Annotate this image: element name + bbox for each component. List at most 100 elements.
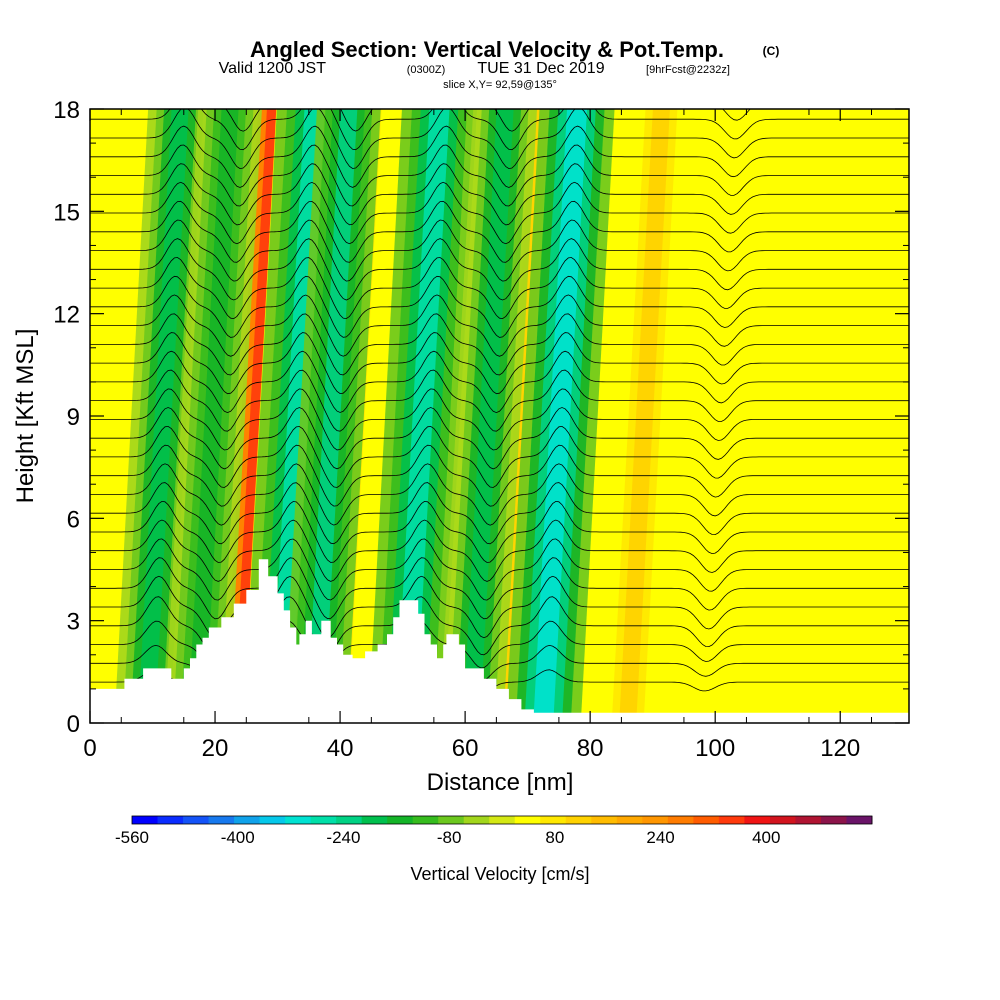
x-axis: 0 20 40 60 80 100 120 bbox=[83, 109, 872, 762]
potential-temperature-contours bbox=[90, 109, 909, 695]
colorbar-tick-label: 80 bbox=[545, 828, 564, 847]
valid-date-label: TUE 31 Dec 2019 bbox=[477, 60, 604, 77]
x-axis-label: Distance [nm] bbox=[427, 769, 574, 796]
colorbar-swatch bbox=[795, 816, 822, 824]
x-tick-label: 120 bbox=[820, 735, 860, 762]
colorbar-swatch bbox=[769, 816, 796, 824]
y-tick-label: 12 bbox=[53, 302, 80, 329]
theta-contour bbox=[90, 313, 909, 376]
x-tick-label: 80 bbox=[577, 735, 604, 762]
colorbar-swatch bbox=[259, 816, 286, 824]
colorbar-swatch bbox=[642, 816, 669, 824]
colorbar-swatch bbox=[667, 816, 694, 824]
theta-contour bbox=[90, 109, 909, 151]
theta-contour bbox=[90, 294, 909, 357]
theta-contour bbox=[90, 482, 909, 545]
colorbar-swatch bbox=[718, 816, 745, 824]
theta-contour bbox=[90, 238, 909, 301]
theta-contour bbox=[90, 181, 909, 245]
colorbar-swatch bbox=[591, 816, 618, 824]
colorbar-swatch bbox=[183, 816, 210, 824]
y-tick-label: 6 bbox=[67, 506, 80, 533]
colorbar-swatch bbox=[157, 816, 184, 824]
colorbar-swatch bbox=[361, 816, 388, 824]
y-axis: 0 3 6 9 12 15 18 bbox=[53, 97, 909, 738]
theta-contour bbox=[90, 444, 909, 507]
chart-title: Angled Section: Vertical Velocity & Pot.… bbox=[250, 37, 724, 62]
colorbar-tick-label: -560 bbox=[115, 828, 149, 847]
theta-contour bbox=[90, 219, 909, 282]
colorbar-swatch bbox=[412, 816, 439, 824]
downdraft-plume bbox=[187, 109, 239, 723]
y-tick-label: 18 bbox=[53, 97, 80, 124]
colorbar-tick-label: 240 bbox=[646, 828, 674, 847]
colorbar-swatch bbox=[132, 816, 159, 824]
downdraft-plume bbox=[533, 109, 588, 723]
downdraft-plume bbox=[306, 109, 358, 723]
theta-contour bbox=[90, 407, 909, 470]
theta-contour bbox=[90, 257, 909, 320]
theta-contour bbox=[90, 144, 909, 207]
forecast-label: [9hrFcst@2232z] bbox=[646, 64, 730, 76]
colorbar-tick-label: -400 bbox=[221, 828, 255, 847]
x-tick-label: 0 bbox=[83, 735, 96, 762]
valid-time-label: Valid 1200 JST bbox=[219, 60, 327, 77]
y-axis-label: Height [Kft MSL] bbox=[12, 329, 39, 504]
terrain-mask bbox=[90, 559, 909, 723]
colorbar-frame bbox=[131, 815, 873, 825]
theta-contour bbox=[90, 109, 909, 170]
colorbar-swatch bbox=[438, 816, 465, 824]
colorbar-swatch bbox=[310, 816, 337, 824]
theta-contour bbox=[90, 163, 909, 226]
colorbar-swatch bbox=[463, 816, 490, 824]
colorbar-tick-label: -80 bbox=[437, 828, 462, 847]
theta-contour bbox=[90, 500, 909, 563]
downdraft-plume bbox=[137, 109, 189, 723]
colorbar-swatch bbox=[846, 816, 873, 824]
colorbar-label: Vertical Velocity [cm/s] bbox=[410, 864, 589, 884]
colorbar-swatch bbox=[565, 816, 592, 824]
slice-label: slice X,Y= 92,59@135° bbox=[443, 79, 557, 91]
utc-time-label: (0300Z) bbox=[407, 64, 446, 76]
theta-contour bbox=[90, 519, 909, 582]
theta-contour bbox=[90, 350, 909, 414]
y-tick-label: 15 bbox=[53, 199, 80, 226]
colorbar-tick-label: -240 bbox=[326, 828, 360, 847]
downdraft-plume bbox=[462, 109, 514, 723]
colorbar-tick-label: 400 bbox=[752, 828, 780, 847]
theta-contour bbox=[90, 388, 909, 451]
colorbar-swatch bbox=[387, 816, 414, 824]
colorbar-swatch bbox=[616, 816, 643, 824]
theta-contour bbox=[90, 275, 909, 338]
colorbar-swatch bbox=[489, 816, 516, 824]
colorbar-swatch bbox=[285, 816, 312, 824]
colorbar-swatch bbox=[234, 816, 261, 824]
theta-contour bbox=[90, 425, 909, 488]
title-units-mark: (C) bbox=[763, 44, 780, 58]
colorbar-swatch bbox=[820, 816, 847, 824]
theta-contour bbox=[90, 332, 909, 395]
x-tick-label: 40 bbox=[327, 735, 354, 762]
theta-contour bbox=[90, 125, 909, 188]
theta-contour bbox=[90, 538, 909, 601]
theta-contour bbox=[90, 463, 909, 526]
theta-contour bbox=[90, 200, 909, 263]
plot-area bbox=[90, 109, 909, 723]
y-tick-label: 0 bbox=[67, 711, 80, 738]
theta-contour bbox=[90, 557, 909, 620]
colorbar bbox=[131, 815, 873, 825]
colorbar-swatch bbox=[540, 816, 567, 824]
colorbar-swatch bbox=[208, 816, 235, 824]
x-tick-label: 100 bbox=[695, 735, 735, 762]
colorbar-swatch bbox=[744, 816, 771, 824]
colorbar-swatch bbox=[336, 816, 363, 824]
x-tick-label: 60 bbox=[452, 735, 479, 762]
theta-contour bbox=[90, 369, 909, 432]
y-tick-label: 9 bbox=[67, 404, 80, 431]
colorbar-labels: -560 -400 -240 -80 80 240 400 bbox=[115, 828, 780, 847]
y-tick-label: 3 bbox=[67, 609, 80, 636]
colorbar-swatch bbox=[514, 816, 541, 824]
x-tick-label: 20 bbox=[202, 735, 229, 762]
colorbar-swatch bbox=[693, 816, 720, 824]
